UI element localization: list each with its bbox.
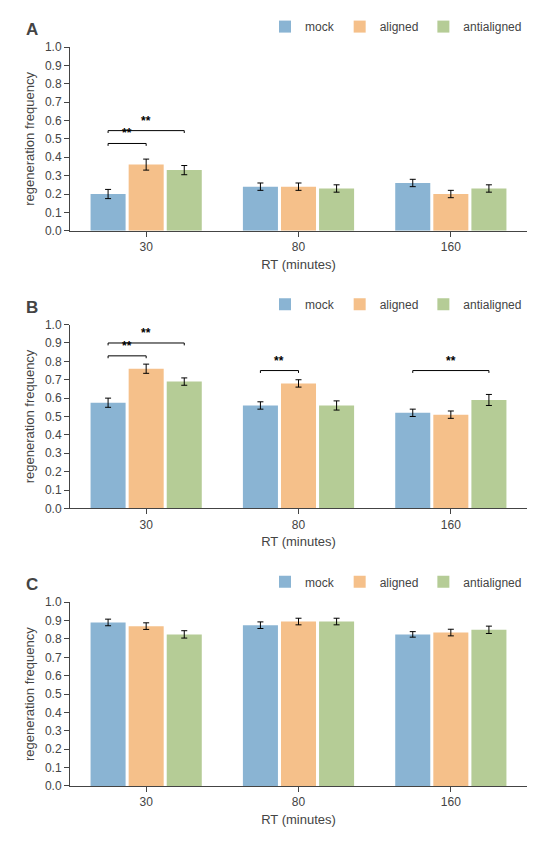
- svg-text:0.9: 0.9: [45, 614, 62, 628]
- svg-text:0.1: 0.1: [45, 483, 62, 497]
- svg-text:80: 80: [292, 240, 306, 254]
- svg-text:mock: mock: [305, 20, 335, 34]
- svg-text:0.8: 0.8: [45, 77, 62, 91]
- svg-text:0.1: 0.1: [45, 761, 62, 775]
- svg-text:160: 160: [441, 518, 461, 532]
- svg-text:1.0: 1.0: [45, 595, 62, 609]
- svg-text:0.2: 0.2: [45, 465, 62, 479]
- svg-text:regeneration frequency: regeneration frequency: [22, 349, 37, 483]
- svg-text:30: 30: [139, 240, 153, 254]
- svg-text:0.8: 0.8: [45, 355, 62, 369]
- svg-text:0.7: 0.7: [45, 95, 62, 109]
- svg-text:RT (minutes): RT (minutes): [261, 257, 336, 272]
- svg-text:0.0: 0.0: [45, 779, 62, 793]
- svg-text:antialigned: antialigned: [463, 576, 521, 590]
- svg-text:0.9: 0.9: [45, 336, 62, 350]
- svg-text:0.5: 0.5: [45, 687, 62, 701]
- svg-text:0.5: 0.5: [45, 410, 62, 424]
- svg-text:0.0: 0.0: [45, 224, 62, 238]
- svg-text:0.9: 0.9: [45, 59, 62, 73]
- svg-text:80: 80: [292, 518, 306, 532]
- svg-text:**: **: [122, 126, 132, 140]
- svg-text:**: **: [274, 354, 284, 368]
- svg-text:**: **: [141, 114, 151, 128]
- svg-text:**: **: [141, 326, 151, 340]
- svg-text:30: 30: [139, 795, 153, 809]
- svg-text:aligned: aligned: [380, 20, 419, 34]
- svg-text:0.3: 0.3: [45, 446, 62, 460]
- svg-text:0.6: 0.6: [45, 391, 62, 405]
- svg-text:0.0: 0.0: [45, 502, 62, 516]
- svg-text:mock: mock: [305, 576, 335, 590]
- svg-text:0.5: 0.5: [45, 132, 62, 146]
- svg-text:0.3: 0.3: [45, 169, 62, 183]
- svg-text:antialigned: antialigned: [463, 20, 521, 34]
- svg-text:**: **: [122, 339, 132, 353]
- svg-text:C: C: [26, 575, 38, 594]
- svg-text:0.2: 0.2: [45, 742, 62, 756]
- svg-text:regeneration frequency: regeneration frequency: [22, 627, 37, 761]
- svg-text:B: B: [26, 298, 38, 317]
- svg-text:0.4: 0.4: [45, 150, 62, 164]
- svg-text:0.2: 0.2: [45, 187, 62, 201]
- svg-text:mock: mock: [305, 298, 335, 312]
- svg-text:0.8: 0.8: [45, 632, 62, 646]
- svg-text:A: A: [26, 20, 38, 39]
- svg-text:0.1: 0.1: [45, 206, 62, 220]
- svg-text:**: **: [446, 354, 456, 368]
- svg-text:0.6: 0.6: [45, 114, 62, 128]
- svg-text:0.3: 0.3: [45, 724, 62, 738]
- svg-text:aligned: aligned: [380, 576, 419, 590]
- svg-text:0.4: 0.4: [45, 706, 62, 720]
- svg-text:0.4: 0.4: [45, 428, 62, 442]
- svg-text:0.7: 0.7: [45, 651, 62, 665]
- svg-text:aligned: aligned: [380, 298, 419, 312]
- svg-text:30: 30: [139, 518, 153, 532]
- svg-text:1.0: 1.0: [45, 40, 62, 54]
- svg-text:80: 80: [292, 795, 306, 809]
- svg-text:regeneration frequency: regeneration frequency: [22, 72, 37, 206]
- svg-text:antialigned: antialigned: [463, 298, 521, 312]
- svg-text:0.7: 0.7: [45, 373, 62, 387]
- svg-text:RT (minutes): RT (minutes): [261, 812, 336, 827]
- svg-text:160: 160: [441, 795, 461, 809]
- svg-text:1.0: 1.0: [45, 318, 62, 332]
- svg-text:160: 160: [441, 240, 461, 254]
- svg-text:0.6: 0.6: [45, 669, 62, 683]
- svg-text:RT (minutes): RT (minutes): [261, 534, 336, 549]
